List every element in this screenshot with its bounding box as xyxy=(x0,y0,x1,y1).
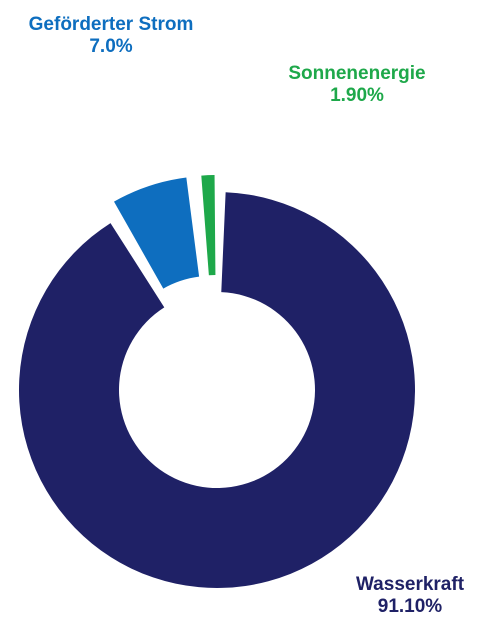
label-gefoerderter-strom-name: Geförderter Strom xyxy=(28,14,194,35)
label-gefoerderter-strom: Geförderter Strom 7.0% xyxy=(4,14,218,58)
label-wasserkraft-name: Wasserkraft xyxy=(355,574,465,595)
label-sonnenenergie-value: 1.90% xyxy=(330,85,384,106)
label-wasserkraft: Wasserkraft 91.10% xyxy=(335,574,478,618)
label-gefoerderter-strom-value: 7.0% xyxy=(89,36,133,57)
label-sonnenenergie-name: Sonnenenergie xyxy=(288,63,426,84)
label-sonnenenergie: Sonnenenergie 1.90% xyxy=(262,63,452,107)
slice-gef-rderter-strom xyxy=(114,177,200,289)
slice-sonnenenergie xyxy=(201,175,216,276)
label-wasserkraft-value: 91.10% xyxy=(377,596,443,617)
slice-wasserkraft xyxy=(19,192,416,589)
